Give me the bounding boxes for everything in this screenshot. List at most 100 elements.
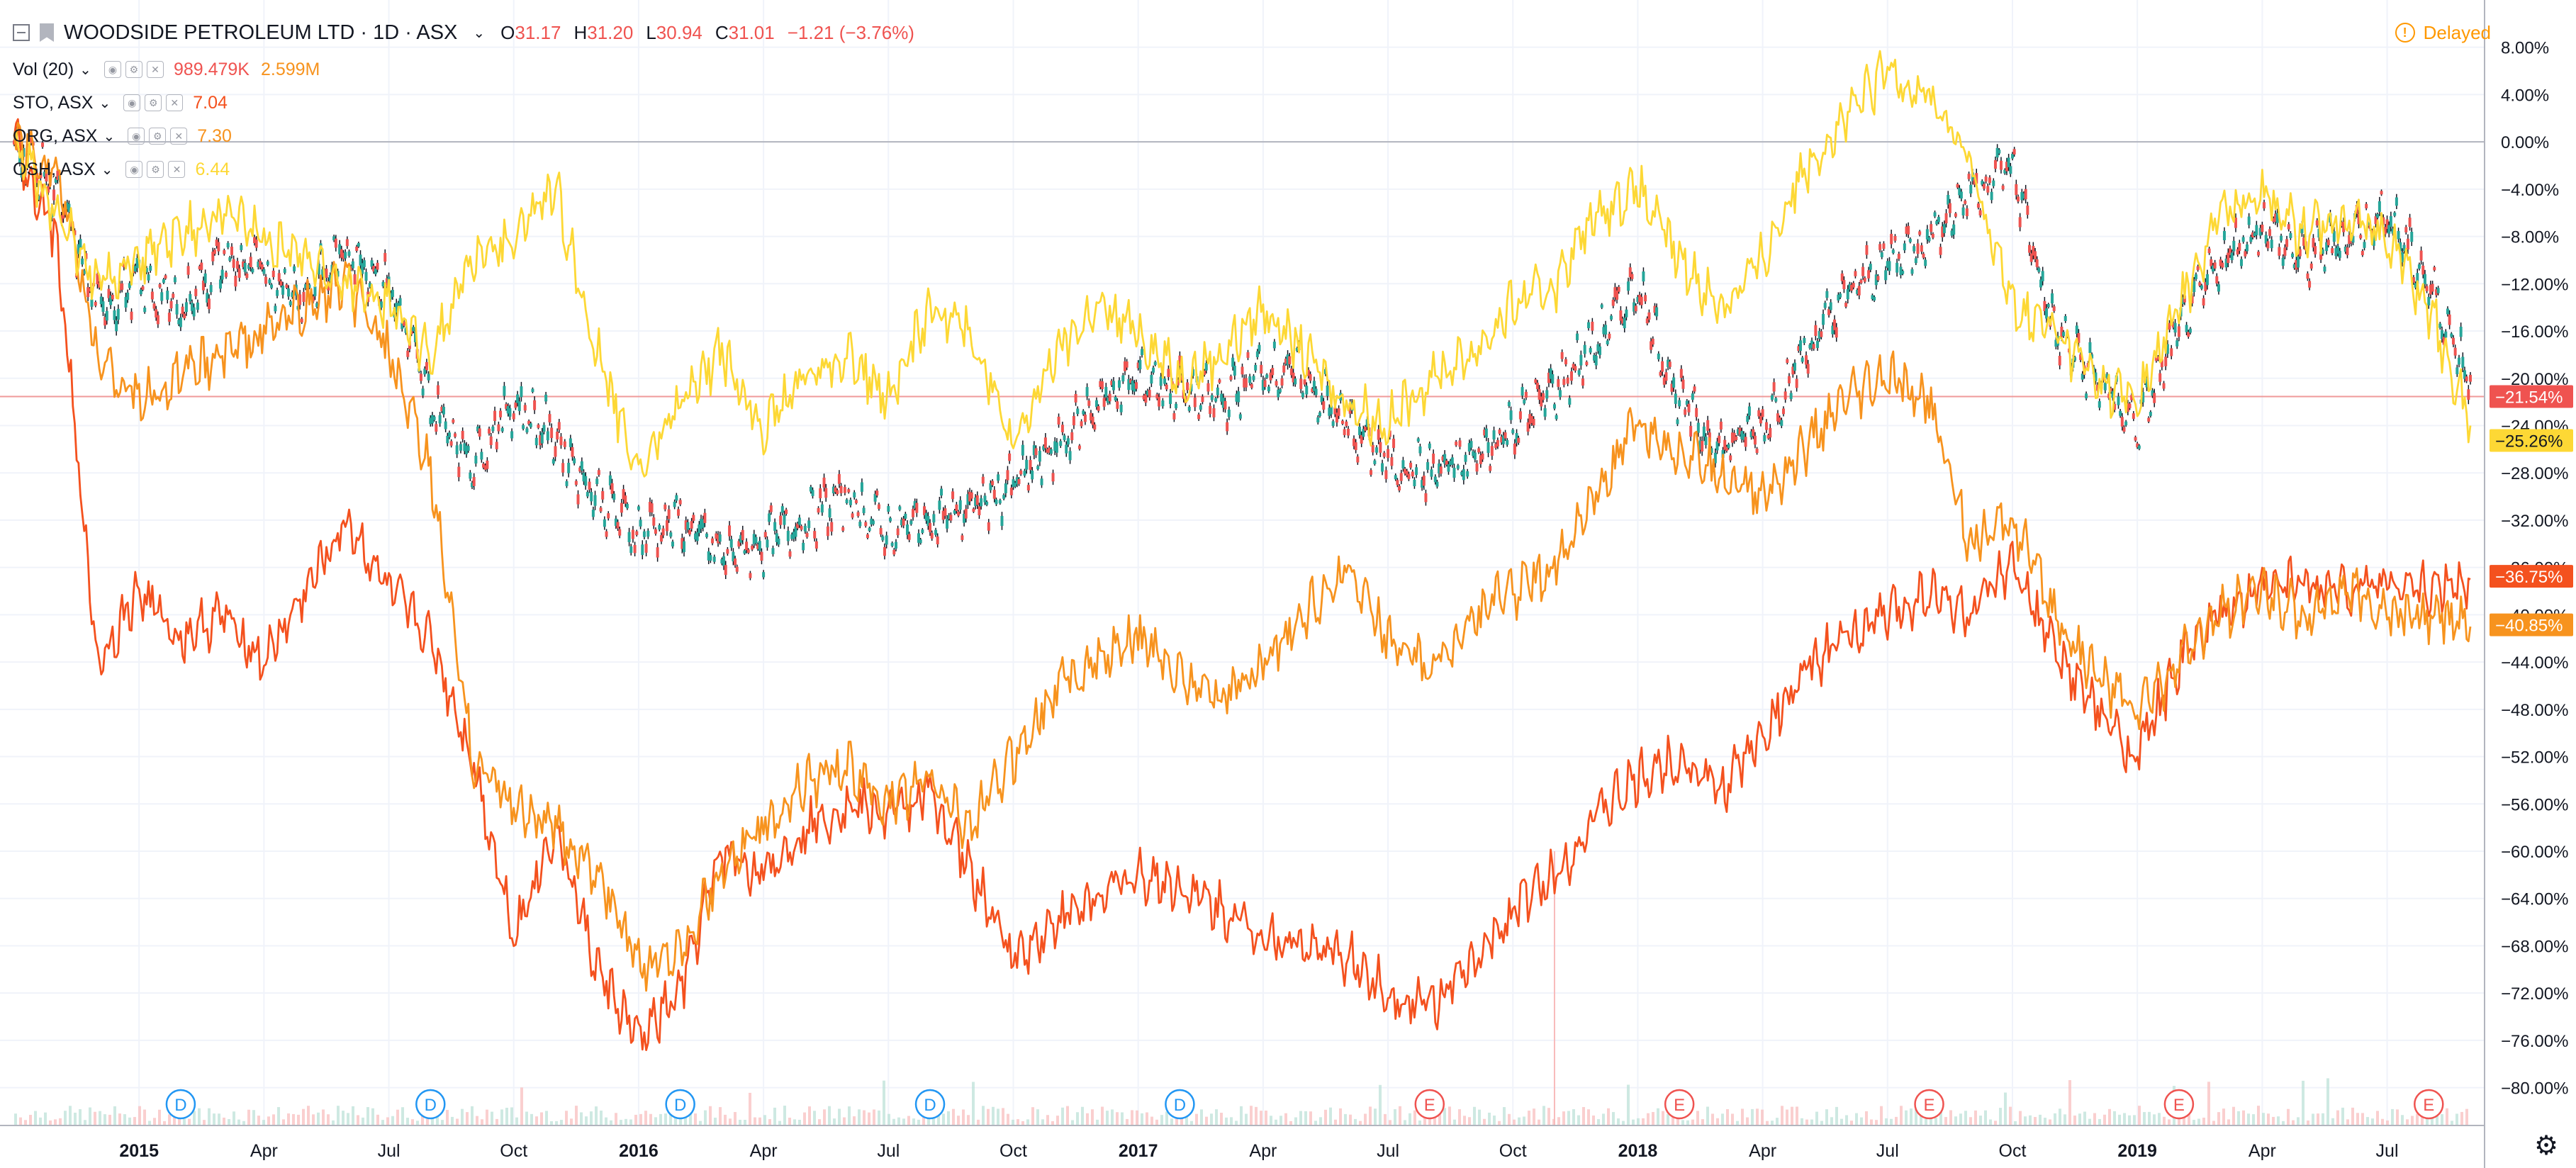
- volume-bar: [768, 1119, 771, 1125]
- dividend-marker[interactable]: D: [665, 1089, 695, 1120]
- flag-icon[interactable]: [40, 23, 54, 42]
- candle-body: [1895, 262, 1899, 273]
- dividend-marker[interactable]: D: [1165, 1089, 1195, 1120]
- volume-bar: [2009, 1106, 2012, 1125]
- candle-body: [930, 532, 934, 539]
- candle-body: [461, 430, 464, 439]
- candle-body: [2421, 265, 2425, 275]
- dividend-marker[interactable]: D: [165, 1089, 196, 1120]
- volume-bar: [1374, 1108, 1377, 1125]
- collapse-icon[interactable]: [13, 24, 30, 41]
- gear-icon[interactable]: ⚙: [145, 94, 162, 111]
- eye-icon[interactable]: ◉: [128, 128, 145, 145]
- candle-body: [2291, 253, 2295, 257]
- candle-body: [1401, 460, 1405, 468]
- candle-body: [2370, 230, 2374, 235]
- gear-icon[interactable]: ⚙: [149, 128, 167, 145]
- candle-body: [2117, 396, 2120, 405]
- candle-body: [2029, 253, 2033, 262]
- candle-body: [2003, 169, 2007, 174]
- candle-body: [1093, 424, 1097, 430]
- close-icon[interactable]: ✕: [146, 61, 164, 78]
- legend-row[interactable]: ORG, ASX ⌄ ◉ ⚙ ✕ 7.30: [13, 122, 243, 150]
- volume-bar: [1939, 1112, 1942, 1125]
- candle-body: [885, 535, 888, 545]
- symbol-title[interactable]: WOODSIDE PETROLEUM LTD · 1D · ASX: [64, 21, 458, 44]
- legend-series-name[interactable]: ORG, ASX: [13, 125, 98, 146]
- legend-row[interactable]: Vol (20) ⌄ ◉ ⚙ ✕ 989.479K 2.599M: [13, 55, 331, 84]
- candle-body: [1379, 442, 1382, 453]
- volume-bar: [237, 1119, 240, 1125]
- candle-body: [2406, 238, 2409, 250]
- chevron-down-icon[interactable]: ⌄: [99, 95, 111, 111]
- volume-bar: [1141, 1113, 1143, 1125]
- earnings-marker[interactable]: E: [2163, 1089, 2195, 1120]
- series-layer: [13, 50, 2472, 1051]
- candle-body: [2423, 274, 2426, 285]
- time-axis[interactable]: 2015 Apr Jul Oct 2016 Apr Jul Oct 2017 Apr Jul Oct 2…: [0, 1125, 2485, 1161]
- candle-body: [1729, 455, 1732, 461]
- candle-body: [972, 508, 975, 512]
- volume-bar: [1840, 1118, 1843, 1125]
- earnings-marker[interactable]: E: [1914, 1089, 1944, 1120]
- series-line-org[interactable]: [13, 122, 2472, 992]
- candle-body: [1155, 394, 1159, 399]
- legend-series-name[interactable]: Vol (20): [13, 59, 74, 79]
- gear-icon[interactable]: ⚙: [2533, 1130, 2559, 1161]
- candle-body: [1458, 440, 1462, 447]
- candle-body: [1049, 449, 1053, 454]
- gear-icon[interactable]: ⚙: [147, 161, 164, 178]
- chevron-down-icon[interactable]: ⌄: [473, 25, 486, 41]
- close-icon[interactable]: ✕: [170, 128, 188, 145]
- price-axis[interactable]: 8.00%4.00%0.00%−4.00%−8.00%−12.00%−16.00…: [2484, 0, 2573, 1168]
- volume-bar: [1627, 1084, 1630, 1125]
- legend-series-name[interactable]: STO, ASX: [13, 92, 94, 113]
- close-icon[interactable]: ✕: [168, 161, 186, 178]
- earnings-marker[interactable]: E: [2414, 1089, 2444, 1120]
- series-candles-wpl[interactable]: [13, 125, 2472, 580]
- series-line-osh[interactable]: [13, 50, 2472, 478]
- volume-bar: [24, 1120, 27, 1125]
- volume-bar: [1230, 1117, 1233, 1125]
- volume-bar: [2465, 1108, 2468, 1125]
- earnings-marker[interactable]: E: [1414, 1089, 1445, 1120]
- candle-body: [259, 261, 262, 267]
- chevron-down-icon[interactable]: ⌄: [101, 162, 113, 178]
- candle-body: [614, 518, 617, 526]
- gear-icon[interactable]: ⚙: [125, 61, 142, 78]
- dividend-marker[interactable]: D: [914, 1089, 946, 1120]
- dividend-marker[interactable]: D: [415, 1089, 446, 1120]
- candle-body: [1055, 442, 1058, 453]
- candle-body: [2109, 388, 2112, 393]
- candle-body: [1337, 408, 1340, 416]
- legend-series-name[interactable]: OSH, ASX: [13, 159, 96, 179]
- candle-body: [1657, 353, 1660, 359]
- chevron-down-icon[interactable]: ⌄: [79, 62, 91, 78]
- earnings-marker[interactable]: E: [1664, 1089, 1695, 1120]
- candle-body: [749, 573, 752, 578]
- candle-body: [2393, 212, 2397, 216]
- legend-row[interactable]: OSH, ASX ⌄ ◉ ⚙ ✕ 6.44: [13, 155, 241, 184]
- candle-body: [402, 321, 405, 326]
- series-line-sto[interactable]: [13, 118, 2471, 1051]
- legend-row[interactable]: STO, ASX ⌄ ◉ ⚙ ✕ 7.04: [13, 89, 239, 117]
- candle-body: [2088, 342, 2092, 354]
- eye-icon[interactable]: ◉: [123, 94, 141, 111]
- eye-icon[interactable]: ◉: [103, 61, 121, 78]
- close-icon[interactable]: ✕: [166, 94, 184, 111]
- candle-body: [1530, 415, 1533, 423]
- volume-bar: [2396, 1109, 2399, 1125]
- eye-icon[interactable]: ◉: [125, 161, 143, 178]
- volume-bar: [1448, 1106, 1451, 1125]
- candle-body: [1212, 408, 1216, 417]
- candle-body: [768, 513, 771, 522]
- delayed-badge[interactable]: ! Delayed: [2395, 18, 2491, 47]
- candle-body: [695, 532, 699, 541]
- candle-body: [548, 414, 551, 422]
- candle-body: [2419, 250, 2423, 261]
- candle-body: [1432, 454, 1435, 464]
- candle-body: [2289, 232, 2292, 238]
- volume-bar: [376, 1114, 379, 1125]
- chevron-down-icon[interactable]: ⌄: [103, 128, 116, 145]
